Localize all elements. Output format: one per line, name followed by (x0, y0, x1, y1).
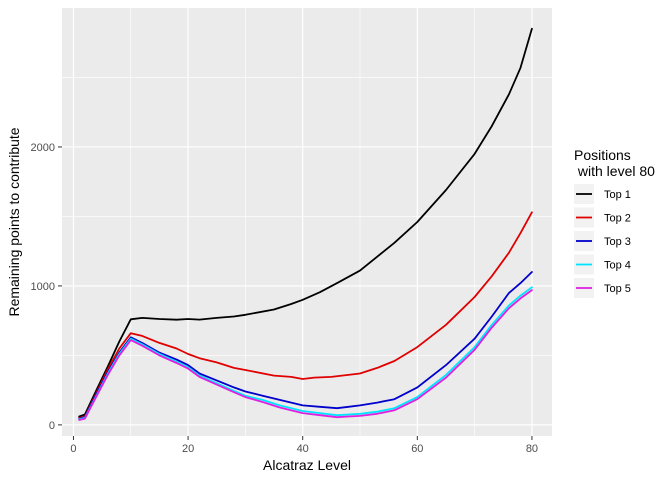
series-line-top-1 (78, 27, 533, 418)
y-tick-label: 1000 (31, 281, 55, 293)
series-lines (78, 27, 533, 421)
y-tick-label: 2000 (31, 142, 55, 154)
legend-label-top-2: Top 2 (604, 213, 631, 225)
legend-label-top-1: Top 1 (604, 189, 631, 201)
x-tick-label: 40 (297, 443, 309, 455)
series-line-top-5 (78, 289, 533, 421)
x-axis-title: Alcatraz Level (263, 457, 351, 473)
series-line-top-2 (78, 211, 533, 419)
legend-items: Top 1 Top 2 Top 3 Top 4 Top 5 (574, 184, 631, 298)
legend-title-line-2: with level 80 (574, 163, 655, 179)
legend-title-line-1: Positions (574, 147, 631, 163)
x-axis: 0 20 40 60 80 (70, 436, 538, 455)
plot-panel-background (62, 8, 552, 436)
minor-gridlines (62, 8, 552, 436)
x-tick-label: 0 (70, 443, 76, 455)
y-axis-title: Remaining points to contribute (6, 127, 22, 316)
x-tick-label: 60 (411, 443, 423, 455)
x-tick-label: 80 (526, 443, 538, 455)
legend-label-top-4: Top 4 (604, 260, 631, 272)
legend-label-top-5: Top 5 (604, 283, 631, 295)
legend-title: Positions with level 80 (574, 147, 655, 179)
x-tick-label: 20 (182, 443, 194, 455)
y-tick-label: 0 (49, 420, 55, 432)
major-gridlines (62, 8, 552, 436)
legend-label-top-3: Top 3 (604, 236, 631, 248)
y-axis: 0 1000 2000 (31, 142, 62, 432)
